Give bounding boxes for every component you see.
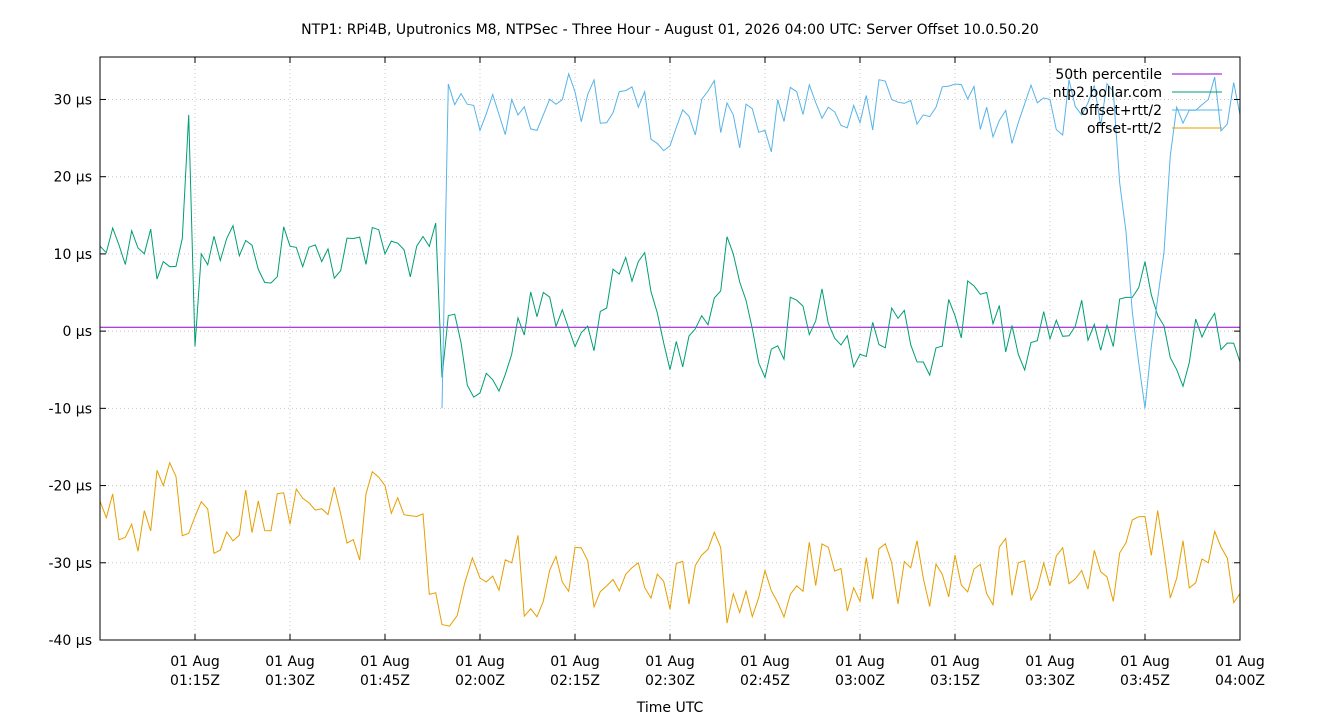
series-line-offset-rtt-2 [441,72,1241,409]
x-tick-label-time: 02:00Z [455,673,505,689]
legend-label-offset-rtt-2: offset-rtt/2 [1087,121,1162,137]
y-tick-label: -10 µs [48,401,92,417]
y-tick-label: -40 µs [48,633,92,649]
x-tick-label-time: 03:30Z [1025,673,1075,689]
x-tick-label-time: 02:45Z [740,673,790,689]
chart-title: NTP1: RPi4B, Uputronics M8, NTPSec - Thr… [301,22,1039,38]
x-tick-label-date: 01 Aug [1025,654,1075,670]
y-tick-label: 20 µs [54,170,92,186]
x-tick-label-time: 01:30Z [265,673,315,689]
x-tick-label-date: 01 Aug [550,654,600,670]
legend-label-offset-rtt-2: offset+rtt/2 [1080,103,1162,119]
series-line-offset-rtt-2 [99,461,1241,627]
x-tick-label-time: 03:00Z [835,673,885,689]
y-axis: 30 µs 20 µs 10 µs 0 µs -10 µs -20 µs -30 µs -40… [48,92,1240,649]
y-tick-label: -30 µs [48,556,92,572]
x-tick-label-time: 04:00Z [1215,673,1265,689]
x-tick-label-date: 01 Aug [170,654,220,670]
x-tick-label-time: 02:15Z [550,673,600,689]
x-tick-label-date: 01 Aug [265,654,315,670]
y-tick-label: 0 µs [62,324,92,340]
x-tick-label-time: 01:45Z [360,673,410,689]
x-tick-label-time: 01:15Z [170,673,220,689]
series-layer [99,72,1241,627]
y-tick-label: 10 µs [54,247,92,263]
x-axis-label: Time UTC [636,700,704,716]
y-tick-label: -20 µs [48,479,92,495]
x-tick-label-date: 01 Aug [1215,654,1265,670]
x-axis: 01 Aug 01:15Z 01 Aug 01:30Z 01 Aug 01:45Z 01 A… [170,57,1265,689]
legend: 50th percentile ntp2.bollar.com offset+rtt… [1053,67,1222,137]
x-tick-label-date: 01 Aug [930,654,980,670]
x-tick-label-time: 03:45Z [1120,673,1170,689]
x-tick-label-date: 01 Aug [455,654,505,670]
legend-label-50th-percentile: 50th percentile [1055,67,1162,83]
y-tick-label: 30 µs [54,92,92,108]
x-tick-label-date: 01 Aug [360,654,410,670]
x-tick-label-date: 01 Aug [645,654,695,670]
x-tick-label-date: 01 Aug [1120,654,1170,670]
legend-label-ntp2-bollar-com: ntp2.bollar.com [1053,85,1162,101]
x-tick-label-time: 02:30Z [645,673,695,689]
x-tick-label-time: 03:15Z [930,673,980,689]
series-line-ntp2-bollar-com [99,114,1241,398]
x-tick-label-date: 01 Aug [740,654,790,670]
x-tick-label-date: 01 Aug [835,654,885,670]
